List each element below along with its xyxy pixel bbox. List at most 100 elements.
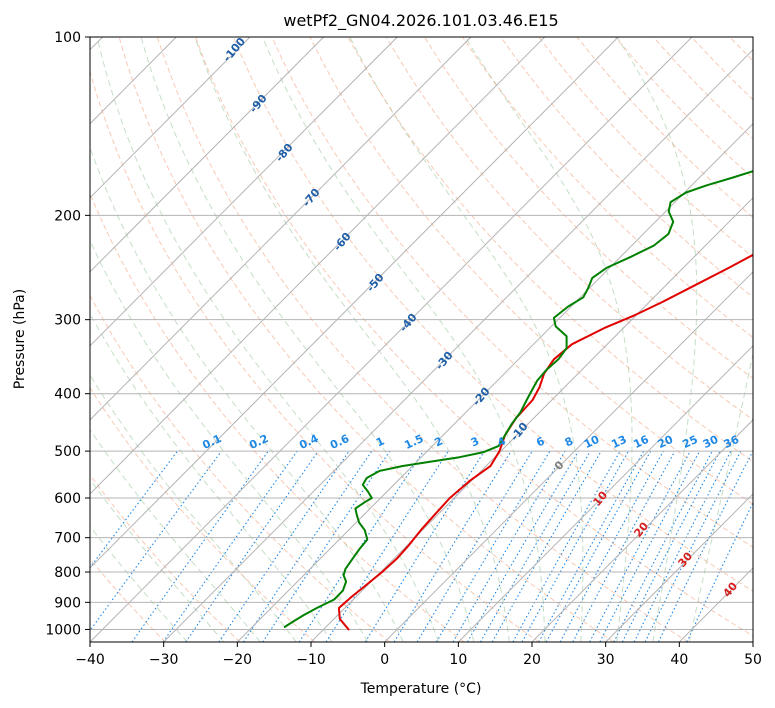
- x-tick-label: 40: [670, 652, 688, 668]
- y-tick-label: 500: [54, 444, 81, 460]
- y-tick-label: 700: [54, 531, 81, 547]
- plot-frame: [89, 36, 754, 643]
- mixing-ratio-line: [621, 450, 721, 642]
- mixing-ratio-line: [325, 450, 449, 642]
- x-tick-label: 0: [380, 652, 389, 668]
- x-tick-label: −30: [149, 652, 179, 668]
- dry-adiabat-line: [118, 37, 614, 642]
- x-axis-title: Temperature (°C): [360, 681, 482, 697]
- moist-adiabat-line: [96, 37, 439, 642]
- mixing-ratio-line: [218, 450, 350, 642]
- y-axis-ticks: 100 200 300 400 500 600 700 800 900 1000: [45, 30, 90, 638]
- mixing-ratio-label: 13: [609, 433, 628, 451]
- mixing-ratio-line: [521, 450, 629, 642]
- dry-adiabat-line: [90, 69, 540, 642]
- y-tick-label: 1000: [45, 622, 81, 638]
- moist-adiabat-line: [90, 145, 404, 642]
- dry-adiabat-line: [90, 386, 316, 642]
- isotherm-grid-line: [457, 345, 753, 642]
- mixing-ratio-line: [90, 450, 178, 569]
- dry-adiabat-line: [156, 37, 689, 642]
- moist-adiabat-line: [262, 37, 546, 642]
- mixing-ratio-line: [393, 450, 512, 642]
- moist-adiabat-line: [688, 351, 753, 642]
- y-tick-label: 100: [54, 30, 81, 46]
- dry-adiabat-line: [90, 192, 465, 642]
- x-tick-label: −40: [75, 652, 105, 668]
- dry-adiabats: [90, 37, 753, 642]
- dry-adiabat-line: [271, 37, 753, 548]
- moist-adiabat-line: [90, 478, 225, 642]
- dry-adiabat-line: [462, 37, 753, 339]
- mixing-ratio-label: 16: [631, 433, 651, 451]
- plot-background: [90, 37, 753, 642]
- mixing-ratio-line: [416, 450, 533, 642]
- mixing-ratio-lines: [90, 450, 753, 642]
- moist-adiabat-line: [349, 37, 584, 642]
- x-tick-label: −20: [223, 652, 253, 668]
- dry-adiabat-line: [90, 294, 390, 642]
- mixing-ratio-line: [162, 450, 298, 642]
- mixing-ratio-line: [644, 450, 742, 642]
- x-tick-label: 10: [449, 652, 467, 668]
- isotherm-grid-line: [90, 37, 324, 273]
- y-tick-label: 900: [54, 595, 81, 611]
- isotherm-grid-line: [90, 37, 398, 347]
- dewpoint-profile-line: [283, 170, 753, 628]
- dry-adiabat-line: [423, 37, 753, 379]
- moist-adiabat-line: [90, 239, 369, 642]
- isotherm-grid-line: [531, 419, 753, 642]
- moist-adiabat-line: [90, 428, 261, 642]
- x-axis-ticks: −40 −30 −20 −10 0 10 20 30 40 50: [75, 642, 762, 668]
- mixing-ratio-line: [572, 450, 676, 642]
- isotherm-grid-line: [90, 37, 545, 495]
- isotherm-grid-line: [90, 37, 472, 421]
- mixing-ratio-label: 25: [680, 433, 699, 451]
- mixing-ratio-label: 30: [701, 433, 721, 451]
- mixing-ratio-line: [633, 450, 732, 642]
- x-tick-label: −10: [296, 652, 326, 668]
- x-tick-label: 50: [744, 652, 762, 668]
- moist-adiabat-line: [90, 312, 333, 642]
- isobar-grid: [90, 37, 753, 630]
- y-tick-label: 200: [54, 208, 81, 224]
- moist-adiabats: [90, 37, 753, 642]
- x-tick-label: 30: [597, 652, 615, 668]
- x-tick-label: 20: [523, 652, 541, 668]
- isotherm-grid-line: [236, 123, 753, 642]
- y-tick-label: 600: [54, 491, 81, 507]
- moist-adiabat-line: [616, 37, 698, 642]
- isotherm-grid-line: [605, 493, 753, 642]
- mixing-ratio-line: [559, 450, 664, 642]
- mixing-ratio-line: [262, 450, 391, 642]
- moist-adiabat-line: [194, 37, 510, 642]
- y-tick-label: 300: [54, 313, 81, 329]
- moist-adiabat-line: [140, 37, 475, 642]
- y-axis-title: Pressure (hPa): [12, 289, 28, 389]
- y-tick-label: 400: [54, 387, 81, 403]
- chart-title: wetPf2_GN04.2026.101.03.46.E15: [283, 11, 558, 31]
- dry-adiabat-line: [347, 37, 753, 463]
- dry-adiabat-line: [233, 37, 753, 592]
- sounding-series: [283, 170, 753, 631]
- isotherm-grid-line: [163, 48, 753, 642]
- mixing-ratio-label: 10: [582, 433, 602, 451]
- mixing-ratio-line: [538, 450, 645, 642]
- dry-adiabat-line: [90, 558, 166, 642]
- isotherm-grid-line: [90, 37, 619, 569]
- isotherm-grid-line: [384, 271, 753, 642]
- mixing-ratio-label: 20: [656, 433, 676, 451]
- mixing-ratio-label: 36: [722, 433, 742, 451]
- mixing-ratio-line: [657, 450, 753, 642]
- dry-adiabat-line: [90, 474, 241, 642]
- mixing-ratio-line: [545, 450, 652, 642]
- isotherm-grid-line: [90, 37, 251, 199]
- isotherm-grid-line: [90, 37, 693, 642]
- mixing-ratio-line: [90, 450, 222, 632]
- moist-adiabat-line: [90, 374, 297, 642]
- mixing-ratio-line: [185, 450, 319, 642]
- mixing-ratio-line: [512, 450, 621, 642]
- y-tick-label: 800: [54, 565, 81, 581]
- moist-adiabat-line: [90, 525, 188, 642]
